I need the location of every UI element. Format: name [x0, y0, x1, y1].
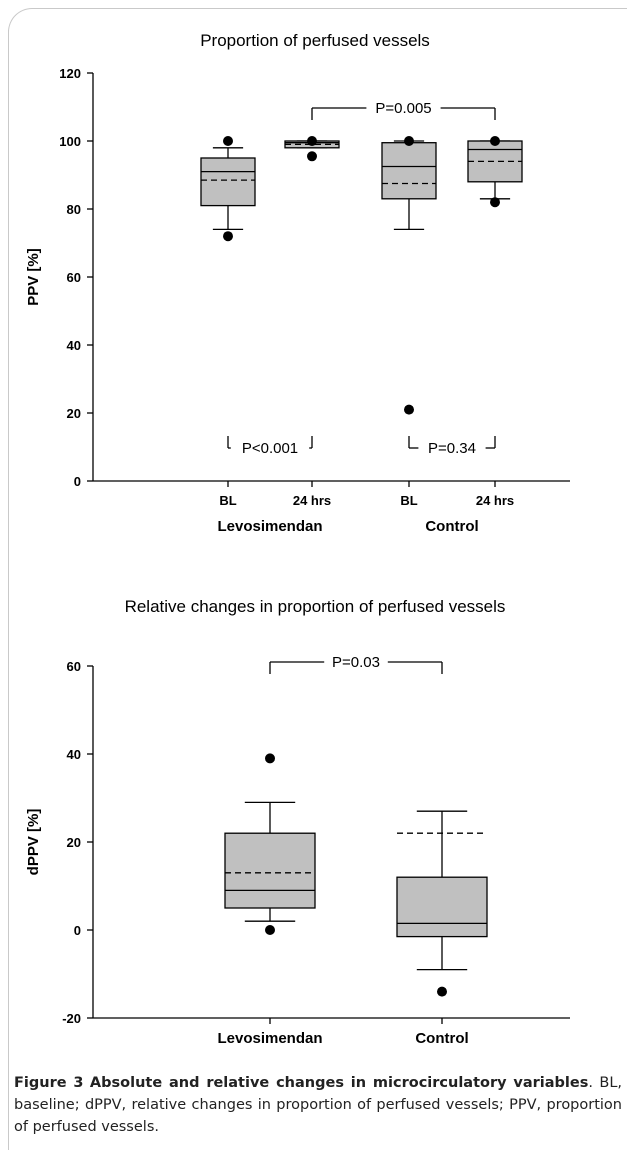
chart2-title: Relative changes in proportion of perfus…	[125, 597, 506, 616]
chart1-box3-iqr-box	[382, 143, 436, 199]
figure-plots: Proportion of perfused vessels 0 20 40 60 80 1…	[0, 0, 627, 1070]
chart2-y-tick-label: 20	[67, 835, 81, 850]
chart2-box2-outlier	[437, 987, 447, 997]
chart2-y-axis-label: dPPV [%]	[25, 809, 42, 876]
chart1-y-tick-label: 0	[74, 474, 81, 489]
chart1-x-tick-label: 24 hrs	[476, 493, 514, 508]
chart2-box2-iqr-box	[397, 877, 487, 936]
chart2-y-tick-label: 40	[67, 747, 81, 762]
chart1-y-tick-label: 60	[67, 270, 81, 285]
chart2-group-label: Control	[415, 1030, 468, 1047]
chart2-y-tick-label: 60	[67, 659, 81, 674]
chart1-group-label: Control	[425, 518, 478, 535]
chart1-title: Proportion of perfused vessels	[200, 31, 430, 50]
chart2-box1-outlier	[265, 753, 275, 763]
chart1-box1-outlier	[223, 136, 233, 146]
chart1-x-tick-label: BL	[219, 493, 236, 508]
figure-title: Absolute and relative changes in microci…	[90, 1075, 588, 1091]
chart1-annotation3-label: P=0.34	[428, 440, 476, 457]
chart1-y-axis-label: PPV [%]	[25, 248, 42, 306]
chart2-group-label: Levosimendan	[217, 1030, 322, 1047]
figure-label: Figure 3	[14, 1075, 84, 1091]
chart1-y-tick-label: 100	[59, 134, 81, 149]
chart1-box4-outlier	[490, 136, 500, 146]
chart1-y-tick-label: 40	[67, 338, 81, 353]
chart1-box1-outlier	[223, 231, 233, 241]
figure-caption: Figure 3 Absolute and relative changes i…	[14, 1072, 622, 1138]
chart1-y-tick-label: 80	[67, 202, 81, 217]
chart1-x-tick-label: 24 hrs	[293, 493, 331, 508]
chart1-box1-iqr-box	[201, 158, 255, 206]
chart1-annotation1-label: P=0.005	[375, 100, 431, 117]
chart1-annotation2-label: P<0.001	[242, 440, 298, 457]
chart2-y-tick-label: -20	[62, 1011, 81, 1026]
chart1-x-tick-label: BL	[400, 493, 417, 508]
chart1-box4-outlier	[490, 197, 500, 207]
chart1-y-tick-label: 120	[59, 66, 81, 81]
chart1-box3-outlier	[404, 405, 414, 415]
chart2-box1-iqr-box	[225, 833, 315, 908]
chart1-group-label: Levosimendan	[217, 518, 322, 535]
chart1-box2-outlier	[307, 151, 317, 161]
chart1-box3-outlier	[404, 136, 414, 146]
chart1-box2-outlier	[307, 136, 317, 146]
chart2-annotation1-label: P=0.03	[332, 654, 380, 671]
chart1-y-tick-label: 20	[67, 406, 81, 421]
chart2-y-tick-label: 0	[74, 923, 81, 938]
chart2-box1-outlier	[265, 925, 275, 935]
